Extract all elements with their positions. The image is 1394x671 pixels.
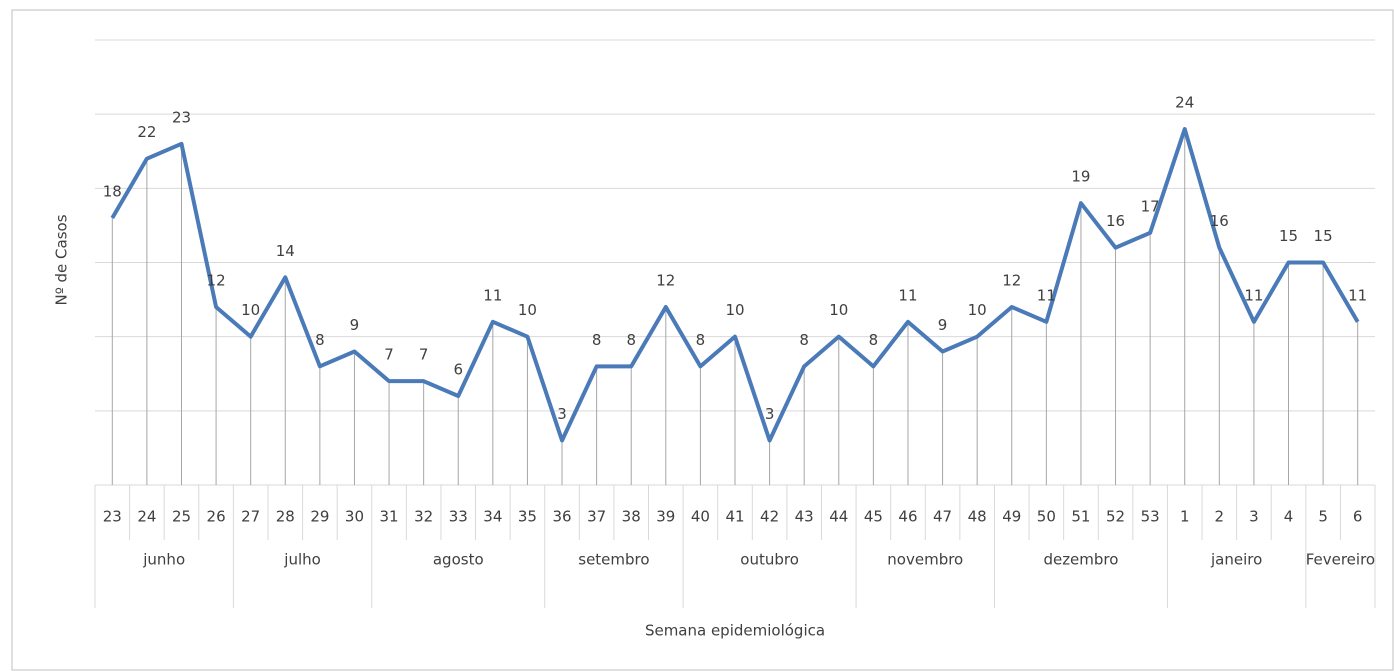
data-label: 11 xyxy=(1037,286,1056,304)
group-label: novembro xyxy=(887,551,963,569)
chart-frame xyxy=(11,9,1394,671)
x-tick-label: 38 xyxy=(622,508,641,526)
x-tick-label: 27 xyxy=(241,508,260,526)
x-tick-label: 32 xyxy=(414,508,433,526)
x-tick-label: 30 xyxy=(345,508,364,526)
data-label: 12 xyxy=(656,272,675,290)
data-label: 11 xyxy=(483,286,502,304)
group-label: agosto xyxy=(433,551,484,569)
x-tick-label: 40 xyxy=(691,508,710,526)
x-tick-label: 26 xyxy=(207,508,226,526)
data-label: 15 xyxy=(1314,227,1333,245)
data-label: 8 xyxy=(626,331,636,349)
data-label: 8 xyxy=(315,331,325,349)
group-label: setembro xyxy=(578,551,649,569)
x-tick-label: 25 xyxy=(172,508,191,526)
x-tick-label: 34 xyxy=(483,508,502,526)
x-tick-label: 46 xyxy=(898,508,917,526)
x-tick-label: 33 xyxy=(449,508,468,526)
data-label: 22 xyxy=(137,123,156,141)
data-label: 9 xyxy=(350,316,360,334)
x-tick-label: 41 xyxy=(725,508,744,526)
data-label: 19 xyxy=(1071,168,1090,186)
data-label: 16 xyxy=(1210,212,1229,230)
data-label: 12 xyxy=(207,272,226,290)
data-label: 6 xyxy=(453,361,463,379)
data-label: 3 xyxy=(557,405,567,423)
x-tick-label: 1 xyxy=(1180,508,1190,526)
x-tick-label: 31 xyxy=(380,508,399,526)
group-label: janeiro xyxy=(1210,551,1262,569)
data-label: 8 xyxy=(869,331,879,349)
data-label: 24 xyxy=(1175,94,1194,112)
x-tick-label: 29 xyxy=(310,508,329,526)
data-label: 10 xyxy=(968,301,987,319)
data-label: 10 xyxy=(725,301,744,319)
x-tick-label: 5 xyxy=(1318,508,1328,526)
x-tick-label: 23 xyxy=(103,508,122,526)
data-label: 17 xyxy=(1141,197,1160,215)
x-tick-label: 2 xyxy=(1215,508,1225,526)
data-label: 7 xyxy=(419,346,429,364)
data-label: 14 xyxy=(276,242,295,260)
group-label: junho xyxy=(142,551,185,569)
x-tick-label: 37 xyxy=(587,508,606,526)
data-label: 18 xyxy=(103,183,122,201)
x-tick-label: 48 xyxy=(968,508,987,526)
data-label: 9 xyxy=(938,316,948,334)
x-tick-label: 43 xyxy=(795,508,814,526)
x-tick-label: 50 xyxy=(1037,508,1056,526)
data-label: 12 xyxy=(1002,272,1021,290)
group-label: julho xyxy=(283,551,321,569)
data-line xyxy=(110,127,1360,443)
data-label: 16 xyxy=(1106,212,1125,230)
data-label: 23 xyxy=(172,108,191,126)
group-label: dezembro xyxy=(1043,551,1118,569)
data-label: 11 xyxy=(898,286,917,304)
x-tick-label: 49 xyxy=(1002,508,1021,526)
data-label: 10 xyxy=(518,301,537,319)
data-label: 15 xyxy=(1279,227,1298,245)
x-tick-label: 53 xyxy=(1141,508,1160,526)
x-tick-label: 39 xyxy=(656,508,675,526)
x-tick-label: 44 xyxy=(829,508,848,526)
x-tick-label: 52 xyxy=(1106,508,1125,526)
x-tick-label: 24 xyxy=(137,508,156,526)
data-label: 8 xyxy=(696,331,706,349)
x-tick-label: 6 xyxy=(1353,508,1363,526)
x-tick-label: 45 xyxy=(864,508,883,526)
x-tick-label: 51 xyxy=(1071,508,1090,526)
data-label: 8 xyxy=(799,331,809,349)
x-tick-label: 36 xyxy=(552,508,571,526)
x-tick-label: 42 xyxy=(760,508,779,526)
x-tick-label: 35 xyxy=(518,508,537,526)
data-label: 8 xyxy=(592,331,602,349)
data-label: 10 xyxy=(829,301,848,319)
x-tick-label: 47 xyxy=(933,508,952,526)
group-label: Fevereiro xyxy=(1306,551,1375,569)
data-label: 3 xyxy=(765,405,775,423)
data-label: 10 xyxy=(241,301,260,319)
y-axis-label: Nº de Casos xyxy=(53,214,71,305)
x-tick-label: 28 xyxy=(276,508,295,526)
x-tick-label: 3 xyxy=(1249,508,1259,526)
x-tick-label: 4 xyxy=(1284,508,1294,526)
data-label: 7 xyxy=(384,346,394,364)
data-label: 11 xyxy=(1348,286,1367,304)
x-axis-label: Semana epidemiológica xyxy=(645,622,825,640)
group-label: outubro xyxy=(740,551,799,569)
data-label: 11 xyxy=(1244,286,1263,304)
